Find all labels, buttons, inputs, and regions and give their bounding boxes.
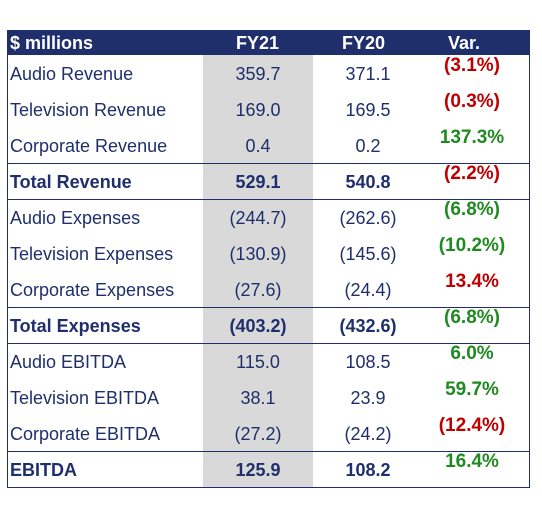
row-fy21-value: (130.9) bbox=[229, 244, 287, 264]
table-row: Corporate Expenses (27.6) (24.4) 13.4% bbox=[8, 271, 529, 307]
header-fy20: FY20 bbox=[342, 33, 386, 53]
row-fy21-value: 169.0 bbox=[235, 100, 281, 120]
row-label: Television Revenue bbox=[10, 100, 167, 120]
row-variance-value: 137.3% bbox=[439, 127, 505, 148]
row-variance-value: (6.8%) bbox=[444, 307, 500, 328]
row-fy21-value: 359.7 bbox=[235, 64, 281, 84]
row-variance-value: (6.8%) bbox=[444, 199, 500, 220]
row-fy21-value: 529.1 bbox=[235, 172, 281, 192]
row-fy20-value: (262.6) bbox=[339, 208, 397, 228]
row-label: Audio Expenses bbox=[10, 208, 141, 228]
row-fy21-value: (27.6) bbox=[234, 280, 282, 300]
table-row-total: Total Revenue 529.1 540.8 (2.2%) bbox=[8, 163, 529, 199]
row-fy20-value: 108.2 bbox=[345, 460, 391, 480]
row-separator bbox=[8, 199, 529, 200]
row-variance-value: (0.3%) bbox=[444, 91, 500, 112]
row-fy21-value: (244.7) bbox=[229, 208, 287, 228]
row-label: Total Expenses bbox=[10, 316, 141, 336]
row-fy21-value: (403.2) bbox=[229, 316, 287, 336]
row-fy20-value: (145.6) bbox=[339, 244, 397, 264]
row-fy21-value: 0.4 bbox=[245, 136, 271, 156]
row-variance-value: (10.2%) bbox=[438, 235, 506, 256]
row-fy20-value: (24.2) bbox=[344, 424, 392, 444]
header-fy21: FY21 bbox=[236, 33, 280, 53]
row-label: Corporate EBITDA bbox=[10, 424, 161, 444]
row-fy20-value: (432.6) bbox=[339, 316, 397, 336]
row-fy20-value: (24.4) bbox=[344, 280, 392, 300]
row-separator bbox=[8, 307, 529, 308]
row-fy20-value: 23.9 bbox=[350, 388, 386, 408]
header-variance: Var. bbox=[448, 33, 481, 53]
row-label: Television Expenses bbox=[10, 244, 174, 264]
row-label: EBITDA bbox=[10, 460, 77, 480]
row-fy21-value: 115.0 bbox=[236, 352, 280, 372]
row-label: Corporate Expenses bbox=[10, 280, 175, 300]
table-row: Television Expenses (130.9) (145.6) (10.2%) bbox=[8, 235, 529, 271]
row-variance-value: (3.1%) bbox=[444, 55, 500, 76]
row-fy21-value: (27.2) bbox=[234, 424, 282, 444]
header-units-label: $ millions bbox=[10, 33, 94, 53]
row-fy20-value: 540.8 bbox=[345, 172, 391, 192]
fy21-column-shading bbox=[203, 55, 313, 487]
row-variance-value: (2.2%) bbox=[444, 163, 500, 184]
row-fy20-value: 169.5 bbox=[345, 100, 391, 120]
row-fy20-value: 108.5 bbox=[345, 352, 391, 372]
row-separator bbox=[8, 343, 529, 344]
table-row: Television Revenue 169.0 169.5 (0.3%) bbox=[8, 91, 529, 127]
table-row: Corporate Revenue 0.4 0.2 137.3% bbox=[8, 127, 529, 163]
row-separator bbox=[8, 163, 529, 164]
row-fy21-value: 38.1 bbox=[240, 388, 276, 408]
row-variance-value: 16.4% bbox=[445, 451, 499, 472]
row-variance-value: (12.4%) bbox=[438, 415, 506, 436]
row-label: Corporate Revenue bbox=[10, 136, 168, 156]
row-label: Audio Revenue bbox=[10, 64, 134, 84]
table-row: Audio EBITDA 115.0 108.5 6.0% bbox=[8, 343, 529, 379]
row-label: Television EBITDA bbox=[10, 388, 160, 408]
table-row: Audio Expenses (244.7) (262.6) (6.8%) bbox=[8, 199, 529, 235]
table-header: $ millions FY21 FY20 Var. bbox=[8, 31, 529, 55]
table-row: Corporate EBITDA (27.2) (24.2) (12.4%) bbox=[8, 415, 529, 451]
row-fy20-value: 0.2 bbox=[355, 136, 381, 156]
row-fy20-value: 371.1 bbox=[345, 64, 391, 84]
table-row: Audio Revenue 359.7 371.1 (3.1%) bbox=[8, 55, 529, 91]
table-row-total: EBITDA 125.9 108.2 16.4% bbox=[8, 451, 529, 487]
row-variance-value: 59.7% bbox=[445, 379, 499, 400]
row-label: Total Revenue bbox=[10, 172, 132, 192]
table-row: Television EBITDA 38.1 23.9 59.7% bbox=[8, 379, 529, 415]
row-variance-value: 6.0% bbox=[450, 343, 494, 364]
row-separator bbox=[8, 451, 529, 452]
row-fy21-value: 125.9 bbox=[235, 460, 281, 480]
financial-table: $ millions FY21 FY20 Var. Audio Revenue 3… bbox=[7, 30, 530, 488]
table-row-total: Total Expenses (403.2) (432.6) (6.8%) bbox=[8, 307, 529, 343]
row-label: Audio EBITDA bbox=[10, 352, 127, 372]
row-variance-value: 13.4% bbox=[445, 271, 499, 292]
